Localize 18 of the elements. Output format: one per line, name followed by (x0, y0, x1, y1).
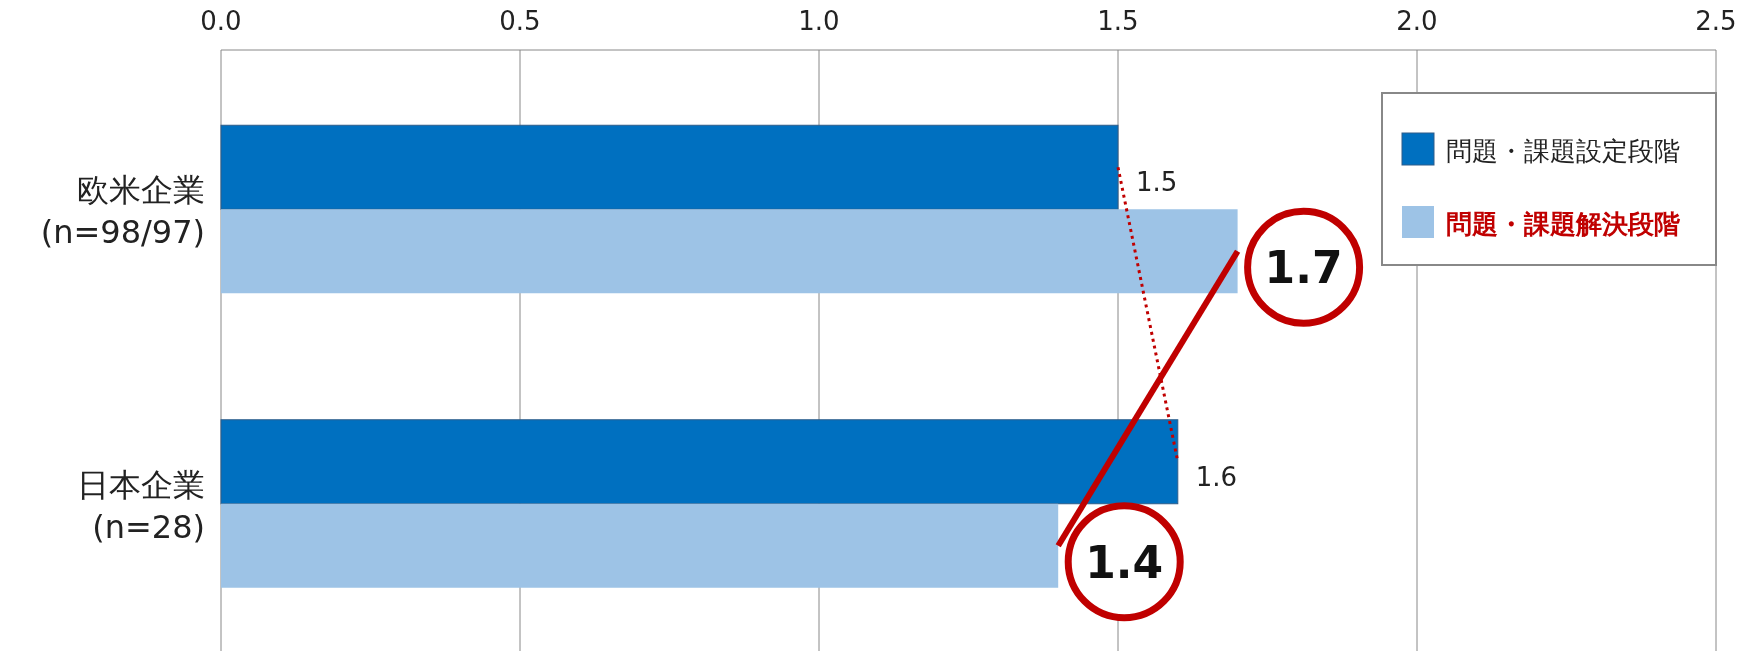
legend-label: 問題・課題解決段階 (1446, 209, 1681, 239)
x-tick-label: 2.0 (1396, 6, 1438, 36)
x-tick-label: 1.0 (798, 6, 840, 36)
x-tick-label: 2.5 (1695, 6, 1737, 36)
bar (220, 419, 1179, 505)
y-tick-label: 日本企業 (n=28) (77, 465, 205, 546)
x-tick-label: 0.0 (200, 6, 242, 36)
data-label: 1.5 (1136, 167, 1178, 198)
bar (221, 209, 1238, 294)
legend-label: 問題・課題設定段階 (1446, 136, 1680, 166)
x-tick-label: 0.5 (499, 6, 541, 36)
data-label: 1.6 (1195, 461, 1238, 492)
y-tick-label: 欧米企業 (n=98/97) (40, 171, 205, 252)
x-tick-label: 1.5 (1097, 6, 1139, 36)
data-label: 1.4 (1085, 536, 1164, 588)
bar (220, 124, 1119, 210)
data-label: 1.7 (1264, 242, 1343, 294)
bar (221, 503, 1059, 588)
